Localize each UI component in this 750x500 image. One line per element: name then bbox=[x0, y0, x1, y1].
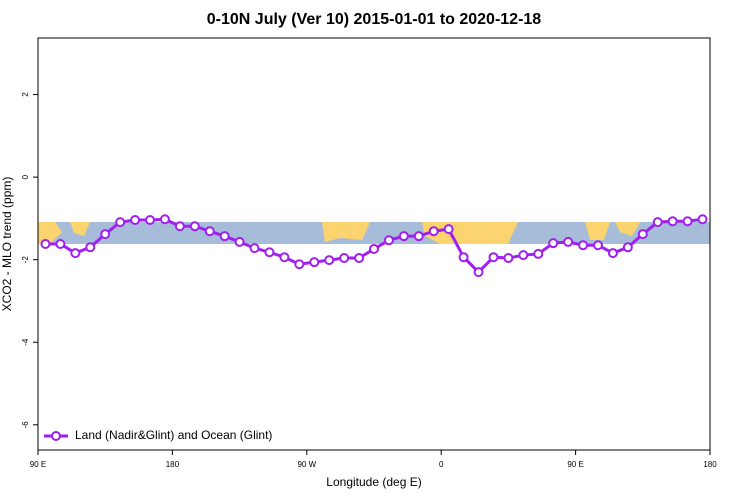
data-point bbox=[578, 240, 589, 251]
data-point bbox=[622, 242, 633, 253]
data-point bbox=[294, 259, 305, 270]
y-tick-label: -4 bbox=[21, 338, 30, 346]
data-point bbox=[607, 248, 618, 259]
data-point bbox=[697, 214, 708, 225]
x-tick-label: 180 bbox=[166, 460, 180, 469]
x-tick-label: 0 bbox=[439, 460, 444, 469]
y-tick-label: -6 bbox=[21, 421, 30, 429]
y-tick-label: -2 bbox=[21, 256, 30, 264]
land bbox=[585, 222, 610, 240]
data-point bbox=[70, 248, 81, 259]
data-point bbox=[159, 214, 170, 225]
data-point bbox=[145, 215, 155, 226]
y-tick-label: 2 bbox=[21, 92, 30, 97]
x-tick-label: 180 bbox=[703, 460, 717, 469]
data-point bbox=[458, 252, 469, 263]
land bbox=[322, 222, 370, 242]
map-band bbox=[38, 222, 710, 244]
legend-label: Land (Nadir&Glint) and Ocean (Glint) bbox=[75, 428, 272, 442]
data-point bbox=[115, 217, 126, 228]
land bbox=[38, 222, 62, 244]
chart-title: 0-10N July (Ver 10) 2015-01-01 to 2020-1… bbox=[207, 11, 542, 28]
data-point bbox=[40, 239, 51, 249]
data-point bbox=[85, 242, 96, 253]
data-point bbox=[533, 248, 544, 259]
x-axis-label: Longitude (deg E) bbox=[326, 475, 421, 489]
x-tick-label: 90 W bbox=[297, 460, 316, 469]
legend-marker bbox=[51, 431, 61, 441]
data-point bbox=[667, 216, 678, 227]
data-point bbox=[443, 224, 454, 235]
data-point bbox=[219, 231, 230, 242]
data-point bbox=[563, 236, 574, 247]
ocean-band bbox=[38, 222, 710, 244]
data-point bbox=[548, 238, 559, 249]
data-point bbox=[249, 243, 260, 254]
plot-frame bbox=[37, 37, 711, 451]
data-point bbox=[488, 252, 499, 263]
data-point bbox=[279, 252, 290, 263]
x-tick-label: 90 E bbox=[567, 460, 583, 469]
data-point bbox=[339, 253, 350, 264]
y-axis-label: XCO2 - MLO trend (ppm) bbox=[0, 177, 14, 312]
data-point bbox=[174, 221, 185, 232]
data-point bbox=[383, 235, 394, 246]
data-point bbox=[204, 226, 215, 237]
data-point bbox=[413, 231, 424, 242]
y-tick-label: 0 bbox=[21, 174, 30, 179]
data-point bbox=[428, 226, 439, 237]
data-point bbox=[309, 257, 320, 268]
data-point bbox=[354, 253, 365, 264]
data-point bbox=[55, 239, 66, 249]
x-tick-label: 90 E bbox=[30, 460, 46, 469]
data-point bbox=[593, 240, 603, 251]
data-point bbox=[130, 215, 141, 226]
land bbox=[70, 222, 90, 236]
data-point bbox=[682, 216, 693, 227]
land bbox=[615, 222, 640, 236]
data-point bbox=[100, 229, 111, 240]
data-point bbox=[473, 267, 484, 278]
data-point bbox=[503, 253, 514, 264]
data-point bbox=[652, 217, 663, 228]
data-point bbox=[264, 247, 275, 258]
data-point bbox=[637, 229, 648, 240]
data-point bbox=[189, 221, 200, 232]
data-point bbox=[518, 250, 529, 261]
data-point bbox=[324, 255, 335, 266]
data-point bbox=[369, 243, 379, 254]
data-point bbox=[234, 236, 245, 247]
data-point bbox=[398, 231, 409, 242]
